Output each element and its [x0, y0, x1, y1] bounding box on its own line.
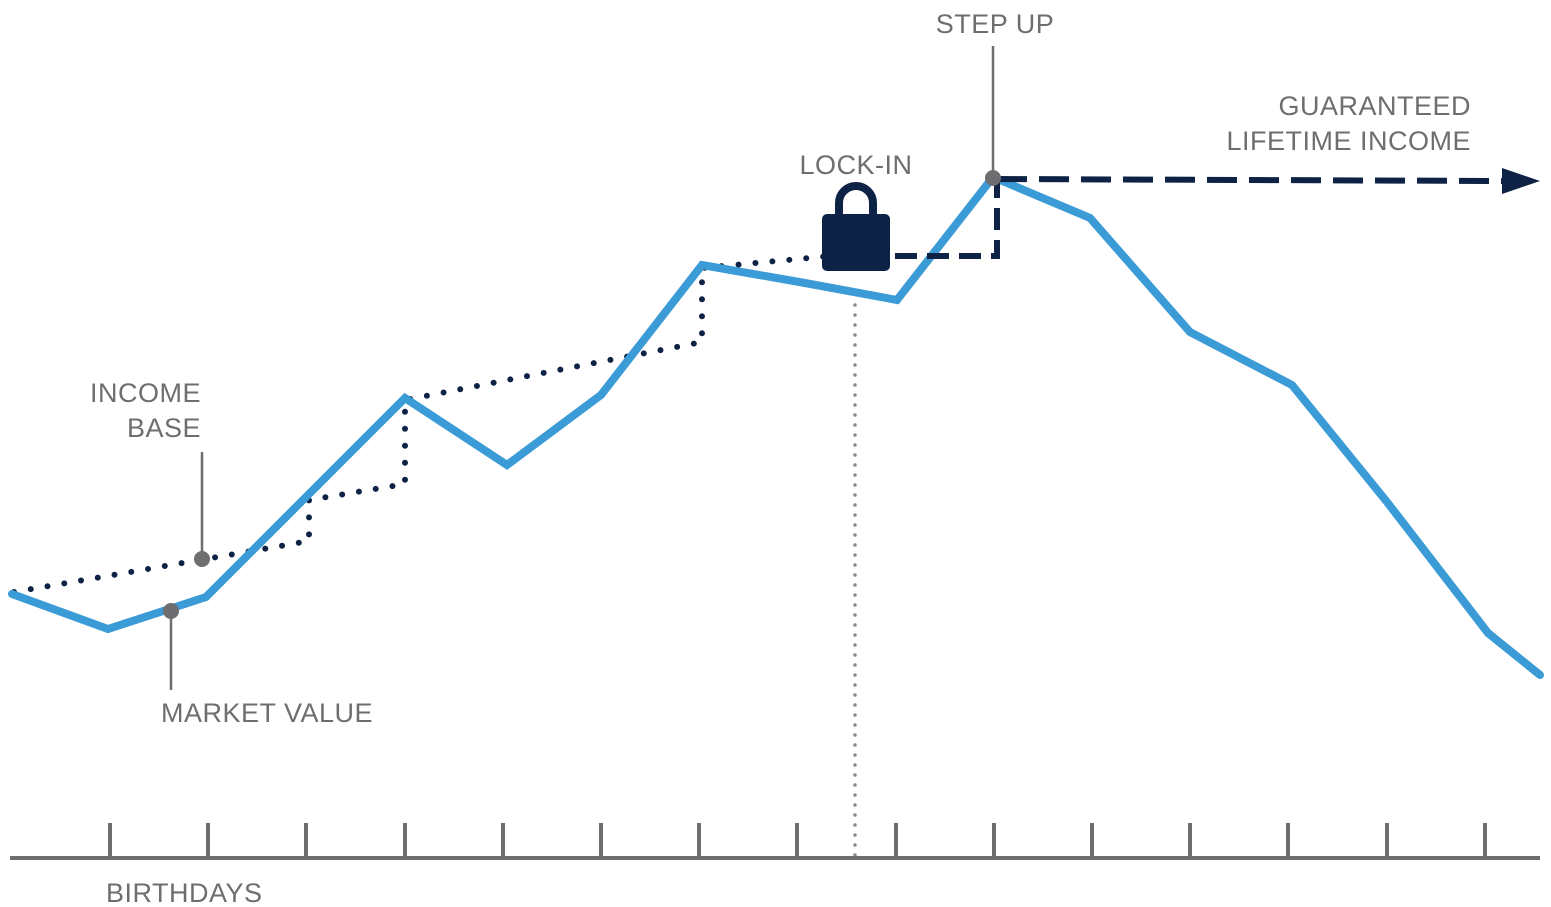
step-up-marker — [985, 170, 1001, 186]
guaranteed-income-arrowhead — [1502, 168, 1540, 194]
birthdays-label: BIRTHDAYS — [106, 878, 263, 907]
income-base-label-line2: BASE — [127, 413, 201, 443]
market-value-marker — [163, 603, 179, 619]
guaranteed-income-label-line2: LIFETIME INCOME — [1226, 126, 1471, 156]
guaranteed-income-line — [996, 176, 1505, 184]
step-up-bracket — [895, 177, 1000, 259]
income-base-label-line1: INCOME — [90, 378, 201, 408]
market-value-label: MARKET VALUE — [161, 698, 373, 728]
step-up-label: STEP UP — [936, 9, 1055, 39]
lock-in-label: LOCK-IN — [799, 150, 912, 180]
padlock-icon — [822, 182, 890, 271]
birthday-ticks — [108, 823, 1487, 858]
income-base-marker — [194, 551, 210, 567]
market-value-line — [8, 172, 1544, 679]
guaranteed-income-label-line1: GUARANTEED — [1278, 91, 1471, 121]
